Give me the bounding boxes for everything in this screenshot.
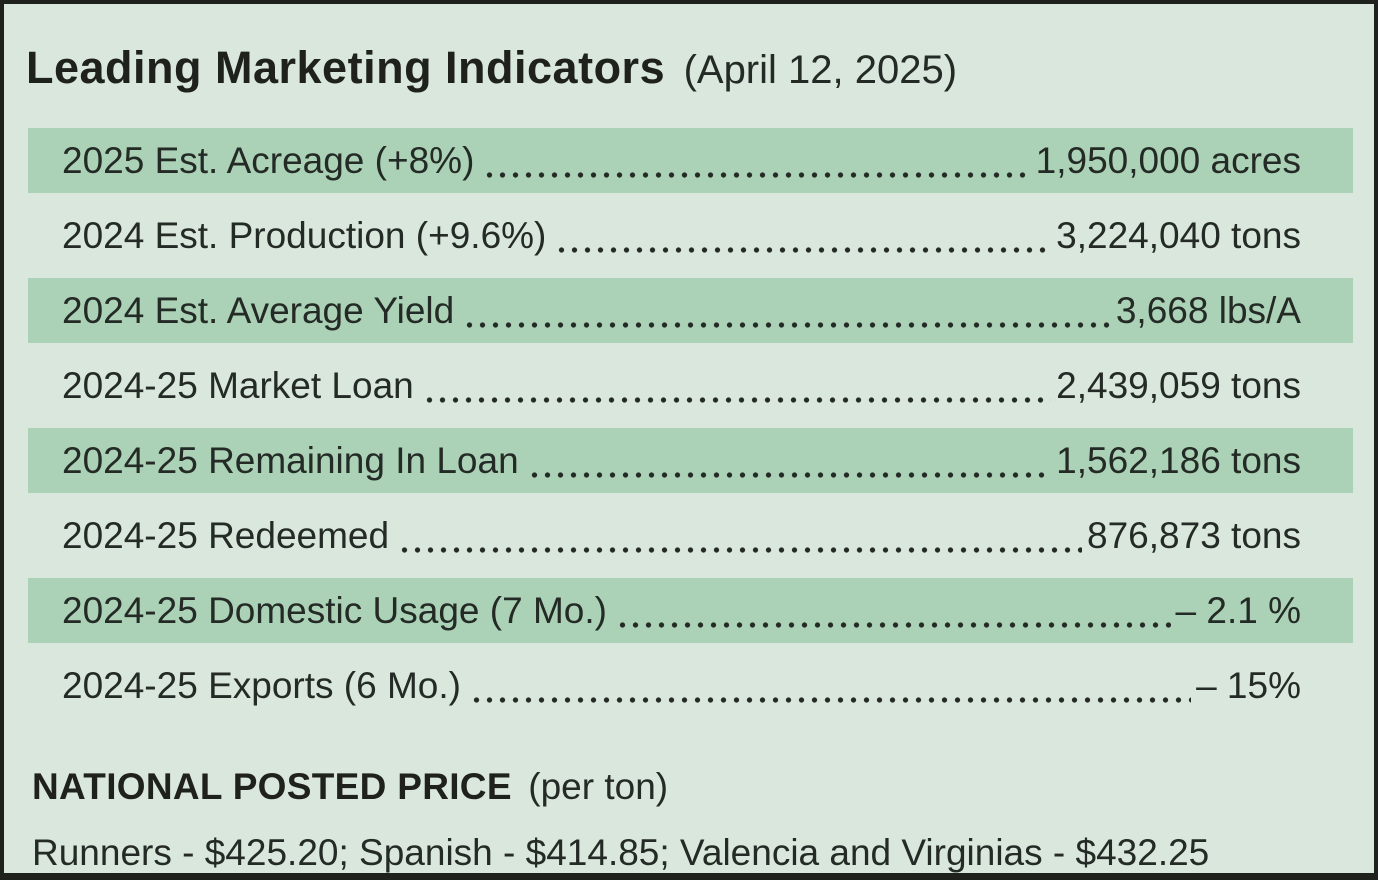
indicator-label: 2024 Est. Production (+9.6%) bbox=[62, 214, 547, 256]
indicator-row: 2024 Est. Average Yield 3,668 lbs/A bbox=[28, 278, 1353, 343]
indicator-value: 1,562,186 tons bbox=[1056, 439, 1301, 481]
indicator-row: 2024-25 Redeemed 876,873 tons bbox=[28, 503, 1353, 568]
indicator-row: 2024 Est. Production (+9.6%) 3,224,040 t… bbox=[28, 203, 1353, 268]
indicator-value: – 15% bbox=[1196, 664, 1301, 706]
page-title: Leading Marketing Indicators (April 12, … bbox=[26, 42, 1354, 105]
indicator-value: 876,873 tons bbox=[1087, 514, 1301, 556]
indicator-value: 3,224,040 tons bbox=[1056, 214, 1301, 256]
leader-dots bbox=[483, 128, 1031, 193]
indicator-label: 2024-25 Market Loan bbox=[62, 364, 414, 406]
indicator-row: 2025 Est. Acreage (+8%) 1,950,000 acres bbox=[28, 128, 1353, 193]
indicator-value: 1,950,000 acres bbox=[1035, 139, 1301, 181]
indicator-label: 2024-25 Domestic Usage (7 Mo.) bbox=[62, 589, 607, 631]
indicator-label: 2024-25 Redeemed bbox=[62, 514, 390, 556]
indicator-row: 2024-25 Remaining In Loan 1,562,186 tons bbox=[28, 428, 1353, 493]
title-date: (April 12, 2025) bbox=[683, 48, 958, 92]
indicator-label: 2025 Est. Acreage (+8%) bbox=[62, 139, 475, 181]
npp-heading-text: NATIONAL POSTED PRICE bbox=[32, 766, 512, 807]
leader-dots bbox=[463, 278, 1111, 343]
national-posted-price-heading: NATIONAL POSTED PRICE (per ton) bbox=[32, 766, 1354, 816]
indicator-value: – 2.1 % bbox=[1175, 589, 1301, 631]
leader-dots bbox=[527, 428, 1052, 493]
indicator-label: 2024 Est. Average Yield bbox=[62, 289, 455, 331]
leader-dots bbox=[615, 578, 1171, 643]
npp-heading-suffix: (per ton) bbox=[528, 766, 669, 807]
indicator-list: 2025 Est. Acreage (+8%) 1,950,000 acres … bbox=[28, 128, 1353, 718]
indicator-value: 3,668 lbs/A bbox=[1115, 289, 1301, 331]
leader-dots bbox=[555, 203, 1052, 268]
indicator-label: 2024-25 Remaining In Loan bbox=[62, 439, 519, 481]
leader-dots bbox=[398, 503, 1083, 568]
indicator-value: 2,439,059 tons bbox=[1056, 364, 1301, 406]
indicator-row: 2024-25 Market Loan 2,439,059 tons bbox=[28, 353, 1353, 418]
national-posted-price-section: NATIONAL POSTED PRICE (per ton) Runners … bbox=[32, 766, 1354, 873]
leader-dots bbox=[422, 353, 1052, 418]
posted-prices-line: Runners - $425.20; Spanish - $414.85; Va… bbox=[32, 832, 1210, 873]
title-text: Leading Marketing Indicators bbox=[26, 42, 666, 93]
leader-dots bbox=[469, 653, 1192, 718]
indicator-label: 2024-25 Exports (6 Mo.) bbox=[62, 664, 461, 706]
indicator-row: 2024-25 Exports (6 Mo.) – 15% bbox=[28, 653, 1353, 718]
indicator-row: 2024-25 Domestic Usage (7 Mo.) – 2.1 % bbox=[28, 578, 1353, 643]
